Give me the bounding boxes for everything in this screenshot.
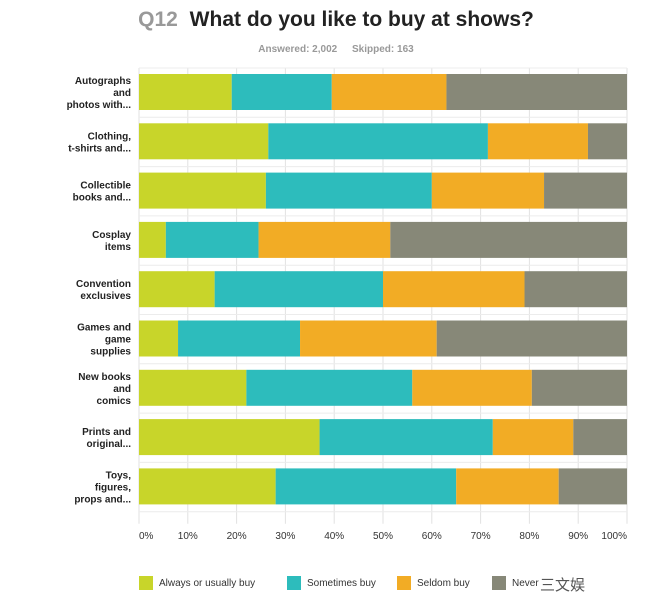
legend-label: Sometimes buy: [307, 577, 376, 589]
bar-seldom-buy-5: [300, 320, 437, 357]
category-label: t-shirts and...: [68, 143, 131, 154]
bar-seldom-buy-6: [412, 369, 532, 406]
bar-sometimes-buy-6: [246, 369, 413, 406]
bar-never-4: [524, 271, 627, 308]
legend-item: Seldom buy: [397, 576, 470, 590]
answered-count: Answered: 2,002: [258, 44, 338, 55]
category-label: Autographs: [75, 76, 132, 87]
bar-never-7: [573, 419, 627, 456]
category-label: figures,: [95, 482, 131, 493]
category-label: props and...: [74, 494, 131, 505]
bar-always-or-usually-buy-0: [139, 74, 232, 110]
legend-item: Always or usually buy: [139, 576, 255, 590]
category-label: supplies: [90, 347, 131, 358]
x-tick-label: 50%: [373, 531, 393, 542]
bar-never-3: [390, 221, 627, 258]
bar-always-or-usually-buy-5: [139, 320, 179, 357]
x-tick-label: 40%: [324, 531, 344, 542]
bar-always-or-usually-buy-3: [139, 221, 166, 258]
bar-seldom-buy-2: [431, 172, 545, 209]
category-label: Clothing,: [88, 131, 132, 142]
x-tick-label: 80%: [519, 531, 539, 542]
bar-always-or-usually-buy-8: [139, 468, 276, 505]
legend-swatch: [139, 576, 153, 590]
skipped-count: Skipped: 163: [352, 44, 414, 55]
x-tick-label: 60%: [422, 531, 442, 542]
x-tick-label: 10%: [178, 531, 198, 542]
category-label: comics: [97, 396, 132, 407]
bar-seldom-buy-1: [487, 123, 588, 160]
question-text: What do you like to buy at shows?: [189, 8, 534, 31]
legend-swatch: [397, 576, 411, 590]
bar-seldom-buy-0: [331, 74, 447, 110]
bar-always-or-usually-buy-1: [139, 123, 269, 160]
x-tick-label: 0%: [139, 531, 154, 542]
bar-sometimes-buy-4: [214, 271, 383, 308]
watermark: 三文娱: [540, 576, 586, 594]
legend-label: Never: [512, 577, 539, 589]
bar-sometimes-buy-5: [178, 320, 301, 357]
bar-never-1: [587, 123, 627, 160]
legend-label: Seldom buy: [417, 577, 470, 589]
bar-sometimes-buy-8: [275, 468, 457, 505]
bar-always-or-usually-buy-6: [139, 369, 247, 406]
bar-always-or-usually-buy-7: [139, 419, 320, 456]
category-label: and: [113, 88, 131, 99]
category-label: photos with...: [67, 100, 132, 111]
bar-seldom-buy-4: [383, 271, 525, 308]
bar-never-5: [436, 320, 627, 357]
legend-item: Never: [492, 576, 539, 590]
category-label: New books: [78, 372, 131, 383]
bar-never-8: [558, 468, 627, 505]
category-label: game: [105, 335, 132, 346]
bar-sometimes-buy-3: [165, 221, 259, 258]
bar-sometimes-buy-2: [265, 172, 432, 209]
bar-seldom-buy-7: [492, 419, 574, 456]
legend-swatch: [492, 576, 506, 590]
chart-legend: Always or usually buy Sometimes buy Seldom…: [0, 576, 672, 596]
category-label: exclusives: [80, 291, 131, 302]
bar-sometimes-buy-7: [319, 419, 493, 456]
category-label: Toys,: [106, 470, 132, 481]
category-label: books and...: [73, 193, 132, 204]
bar-never-2: [544, 172, 627, 209]
legend-item: Sometimes buy: [287, 576, 376, 590]
bar-never-6: [531, 369, 627, 406]
x-tick-label: 90%: [568, 531, 588, 542]
chart-title: Q12 What do you like to buy at shows?: [0, 8, 672, 32]
bar-seldom-buy-3: [258, 221, 391, 258]
x-tick-label: 70%: [471, 531, 491, 542]
category-label: items: [105, 242, 132, 253]
bar-always-or-usually-buy-2: [139, 172, 266, 209]
x-tick-label: 100%: [601, 531, 627, 542]
response-stats: Answered: 2,002 Skipped: 163: [0, 44, 672, 55]
category-label: and: [113, 384, 131, 395]
bar-never-0: [446, 74, 627, 110]
question-number: Q12: [138, 8, 178, 31]
x-tick-label: 30%: [275, 531, 295, 542]
category-label: original...: [87, 439, 132, 450]
category-label: Cosplay: [92, 230, 131, 241]
bar-sometimes-buy-0: [231, 74, 332, 110]
category-label: Convention: [76, 279, 131, 290]
x-tick-label: 20%: [227, 531, 247, 542]
category-label: Prints and: [82, 427, 131, 438]
category-label: Games and: [77, 323, 131, 334]
category-label: Collectible: [80, 181, 131, 192]
bar-sometimes-buy-1: [268, 123, 488, 160]
bar-always-or-usually-buy-4: [139, 271, 215, 308]
bar-seldom-buy-8: [456, 468, 559, 505]
legend-label: Always or usually buy: [159, 577, 256, 589]
legend-swatch: [287, 576, 301, 590]
